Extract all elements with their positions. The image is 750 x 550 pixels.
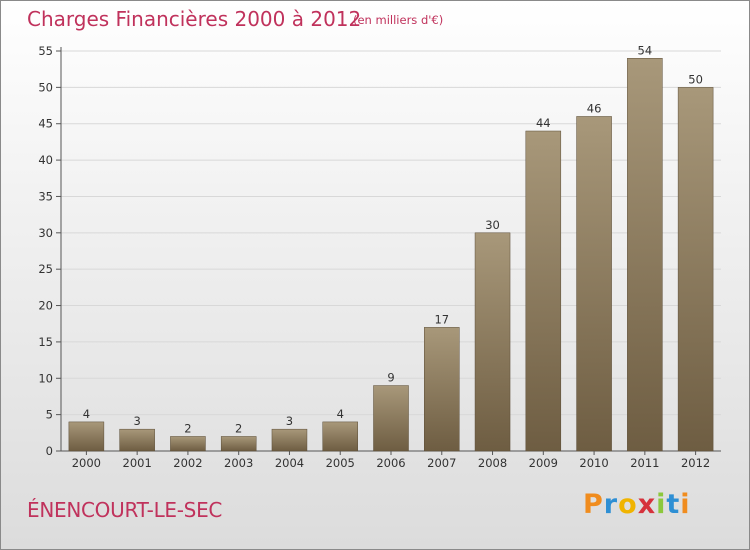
x-tick-label: 2006	[376, 456, 405, 470]
x-tick-label: 2001	[123, 456, 152, 470]
data-label-2007: 17	[434, 312, 449, 326]
logo-letter: x	[637, 489, 657, 520]
chart-subtitle: (en milliers d'€)	[353, 13, 444, 27]
logo-letter: i	[656, 489, 667, 520]
y-tick-label: 10	[38, 371, 53, 385]
bar-2007	[424, 327, 460, 452]
x-tick-label: 2011	[630, 456, 659, 470]
data-label-2012: 50	[688, 72, 703, 86]
bar-2000	[68, 421, 105, 452]
proxiti-logo: Proxiti	[583, 489, 691, 520]
y-tick-label: 30	[38, 226, 53, 240]
bar-2010	[576, 116, 612, 452]
bar-2011	[627, 58, 663, 452]
x-tick-label: 2005	[326, 456, 355, 470]
data-label-2005: 4	[337, 407, 344, 421]
bar-2008	[474, 232, 511, 452]
logo-letter: t	[666, 489, 681, 520]
data-label-2009: 44	[536, 116, 551, 130]
x-tick-label: 2007	[427, 456, 456, 470]
y-tick-label: 20	[38, 299, 53, 313]
logo-letter: r	[603, 489, 619, 520]
chart-title: Charges Financières 2000 à 2012	[27, 7, 362, 31]
y-tick-label: 25	[38, 262, 53, 276]
y-tick-label: 40	[38, 153, 53, 167]
x-tick-label: 2000	[72, 456, 101, 470]
logo-letter: i	[680, 489, 691, 520]
y-tick-label: 5	[46, 408, 53, 422]
x-tick-label: 2008	[478, 456, 507, 470]
bar-2012	[677, 87, 714, 452]
bar-2002	[170, 436, 206, 452]
logo-letter: o	[618, 489, 638, 520]
bar-2003	[220, 436, 257, 452]
bar-2006	[373, 385, 409, 452]
data-label-2002: 2	[184, 421, 191, 435]
x-tick-label: 2010	[579, 456, 608, 470]
data-label-2000: 4	[83, 407, 90, 421]
data-label-2008: 30	[485, 218, 500, 232]
bar-2004	[271, 428, 308, 452]
data-label-2004: 3	[286, 414, 293, 428]
data-label-2010: 46	[587, 101, 602, 115]
x-tick-label: 2002	[173, 456, 202, 470]
bar-2005	[322, 421, 358, 452]
bar-2001	[119, 428, 155, 452]
data-label-2003: 2	[235, 421, 242, 435]
x-tick-label: 2012	[681, 456, 710, 470]
y-tick-label: 35	[38, 189, 53, 203]
data-label-2001: 3	[133, 414, 140, 428]
bar-2009	[525, 130, 562, 452]
x-tick-label: 2009	[529, 456, 558, 470]
y-tick-label: 0	[46, 444, 53, 458]
x-tick-label: 2004	[275, 456, 304, 470]
y-tick-label: 45	[38, 117, 53, 131]
y-tick-label: 50	[38, 80, 53, 94]
data-label-2006: 9	[387, 371, 394, 385]
commune-name: ÉNENCOURT-LE-SEC	[27, 498, 223, 522]
data-label-2011: 54	[638, 43, 653, 57]
y-tick-label: 55	[38, 44, 53, 58]
x-tick-label: 2003	[224, 456, 253, 470]
logo-letter: P	[583, 489, 604, 520]
y-tick-label: 15	[38, 335, 53, 349]
